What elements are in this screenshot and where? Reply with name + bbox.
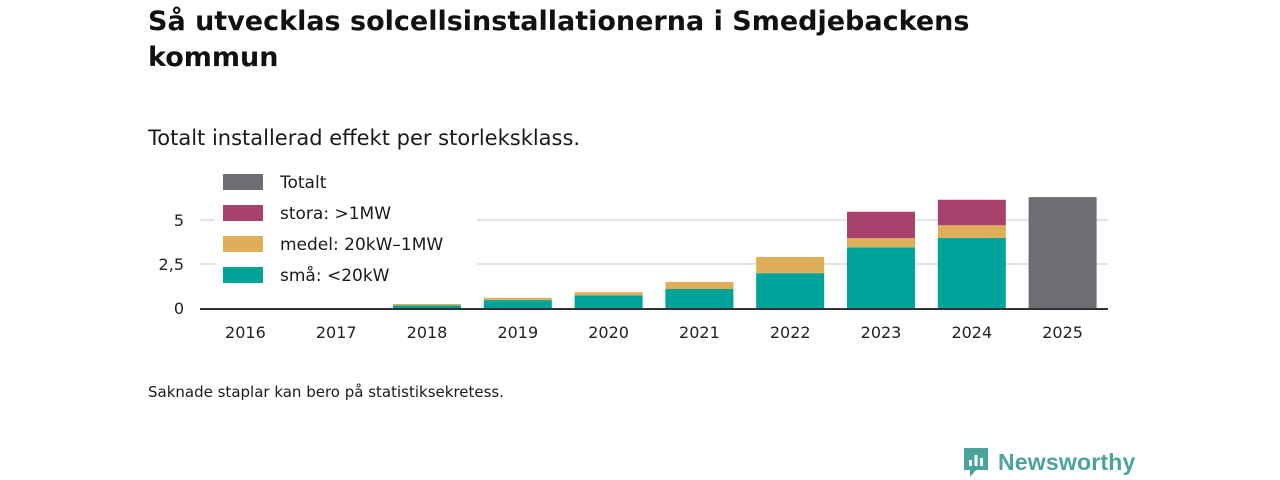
bar-segment [937, 199, 1006, 226]
bar-segment [756, 256, 825, 274]
stacked-bar-chart: 0 2,5 5 2016 2017 2018 2019 2020 2021 2022 2023 202… [159, 168, 1108, 342]
y-tick-label: 5 [174, 211, 184, 230]
bar-segment [483, 300, 552, 308]
bar-segment [847, 211, 915, 239]
axes: 0 2,5 5 2016 2017 2018 2019 2020 2021 2022 2023 202… [159, 211, 1108, 342]
bar-segment [756, 273, 825, 308]
bar-segment [393, 303, 461, 306]
bar-segment [1028, 197, 1097, 308]
x-tick-label: 2019 [497, 323, 538, 342]
y-tick-label: 2,5 [159, 255, 184, 274]
bar-segment [847, 238, 915, 248]
bar-segment [665, 288, 734, 308]
legend-label: små: <20kW [280, 265, 390, 286]
chart-title: Så utvecklas solcellsinstallationerna i … [148, 6, 970, 73]
x-tick-label: 2022 [770, 323, 811, 342]
x-tick-label: 2021 [679, 323, 720, 342]
x-tick-label: 2020 [588, 323, 629, 342]
brand-name: Newsworthy [998, 448, 1136, 475]
x-tick-label: 2024 [951, 323, 992, 342]
bar-segment [393, 305, 461, 308]
bars [393, 197, 1097, 308]
bar-segment [665, 281, 734, 289]
legend-swatch [223, 267, 263, 283]
legend-label: medel: 20kW–1MW [280, 235, 443, 255]
bar-segment [483, 297, 552, 301]
legend: Totalt stora: >1MW medel: 20kW–1MW små: <20… [215, 168, 477, 296]
x-tick-label: 2016 [225, 323, 266, 342]
legend-swatch [223, 236, 263, 252]
bar-segment [937, 225, 1006, 238]
bar-segment [937, 237, 1006, 308]
legend-swatch [223, 174, 263, 190]
newsworthy-brand[interactable]: Newsworthy [962, 446, 1135, 478]
legend-swatch [223, 205, 263, 221]
bar-segment [574, 292, 643, 296]
x-tick-label: 2025 [1042, 323, 1083, 342]
bar-segment [847, 247, 915, 308]
legend-label: Totalt [279, 173, 327, 193]
footnote: Saknade staplar kan bero på statistiksek… [148, 383, 505, 401]
chart-subtitle: Totalt installerad effekt per storlekskl… [148, 126, 581, 150]
y-tick-label: 0 [174, 299, 184, 318]
x-tick-label: 2023 [861, 323, 902, 342]
x-tick-label: 2018 [407, 323, 448, 342]
bar-segment [574, 295, 643, 308]
legend-label: stora: >1MW [280, 204, 391, 224]
x-tick-label: 2017 [316, 323, 357, 342]
newsworthy-logo-icon [964, 448, 988, 477]
